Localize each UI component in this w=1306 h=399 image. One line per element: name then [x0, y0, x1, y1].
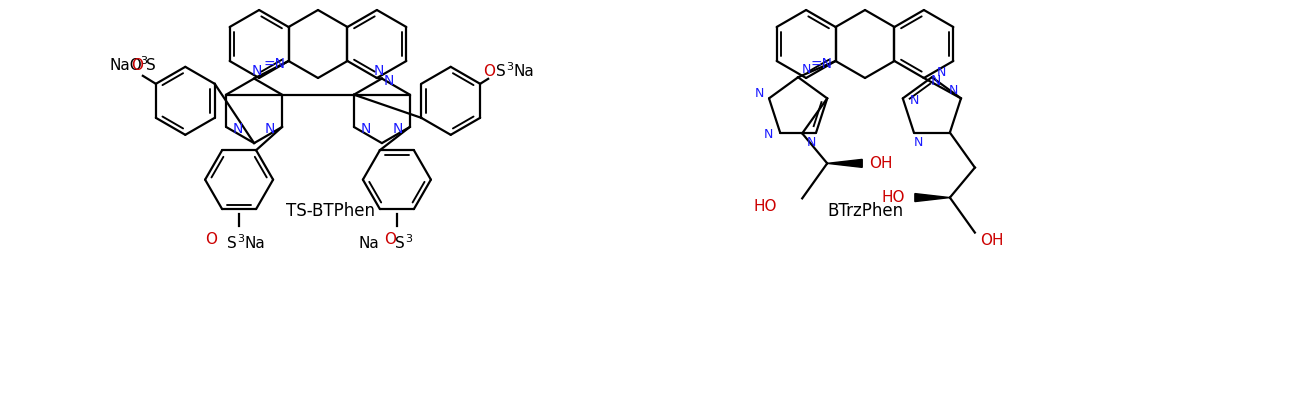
Text: N: N: [802, 63, 811, 76]
Text: 3: 3: [140, 56, 146, 66]
Text: O: O: [205, 232, 217, 247]
Text: Na: Na: [513, 64, 534, 79]
Text: =N: =N: [811, 57, 832, 71]
Text: N: N: [931, 74, 942, 88]
Text: 3: 3: [238, 234, 244, 244]
Text: 3: 3: [405, 234, 411, 244]
Text: Na: Na: [244, 236, 265, 251]
Text: S: S: [146, 58, 155, 73]
Text: O: O: [384, 232, 396, 247]
Text: N: N: [360, 122, 371, 136]
Text: N: N: [252, 63, 263, 77]
Text: N: N: [374, 63, 384, 77]
Text: N: N: [764, 128, 773, 141]
Text: N: N: [806, 136, 816, 149]
Text: O: O: [483, 64, 495, 79]
Text: N: N: [938, 66, 947, 79]
Text: N: N: [910, 94, 919, 107]
Text: N: N: [232, 122, 243, 136]
Text: S: S: [496, 64, 505, 79]
Polygon shape: [827, 159, 862, 167]
Text: NaO: NaO: [110, 58, 142, 73]
Text: O: O: [131, 58, 142, 73]
Text: OH: OH: [870, 156, 893, 171]
Text: N: N: [393, 122, 404, 136]
Text: HO: HO: [754, 199, 777, 214]
Text: TS-BTPhen: TS-BTPhen: [286, 202, 375, 220]
Text: N: N: [384, 74, 394, 88]
Text: S: S: [394, 236, 405, 251]
Text: BTrzPhen: BTrzPhen: [827, 202, 902, 220]
Text: N: N: [914, 136, 923, 149]
Text: N: N: [265, 122, 276, 136]
Text: HO: HO: [882, 190, 905, 205]
Text: OH: OH: [980, 233, 1003, 248]
Polygon shape: [916, 194, 949, 201]
Text: =N: =N: [264, 57, 286, 71]
Text: 3: 3: [507, 62, 513, 72]
Text: S: S: [227, 236, 236, 251]
Text: Na: Na: [359, 236, 380, 251]
Text: N: N: [948, 84, 957, 97]
Text: N: N: [755, 87, 764, 100]
